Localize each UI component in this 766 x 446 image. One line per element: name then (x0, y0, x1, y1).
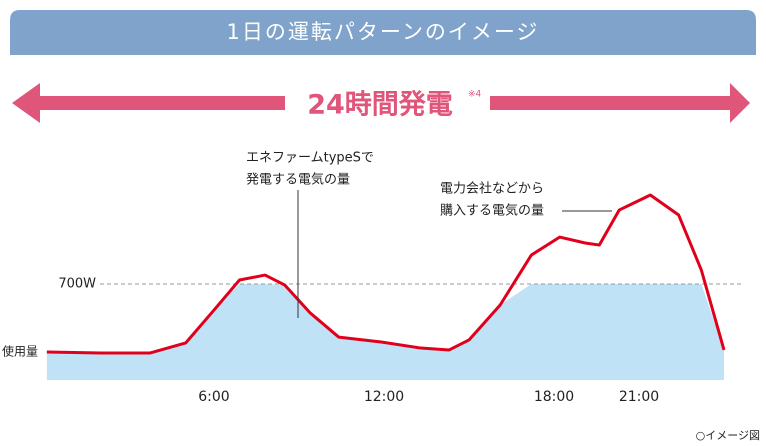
title-bar (10, 10, 756, 55)
banner: 24時間発電 (307, 90, 453, 121)
line (46, 193, 726, 355)
area (46, 284, 725, 380)
banner-note: ※4 (468, 90, 482, 100)
reference-label: 700W (58, 277, 96, 292)
x-tick-label: 18:00 (534, 389, 574, 405)
banner-bg (285, 84, 490, 122)
x-tick-label: 6:00 (198, 389, 229, 405)
chart-title: 1日の運転パターンのイメージ (227, 20, 540, 44)
footnote: ○イメージ図 (696, 429, 760, 442)
annotation: エネファームtypeSで (246, 151, 374, 166)
annotation: 購入する電気の量 (440, 203, 544, 219)
x-tick-label: 21:00 (619, 389, 659, 405)
annotation: 発電する電気の量 (246, 172, 350, 188)
series-label: 使用量 (2, 344, 38, 359)
annotation: 電力会社などから (440, 181, 544, 197)
x-tick-label: 12:00 (364, 389, 404, 405)
